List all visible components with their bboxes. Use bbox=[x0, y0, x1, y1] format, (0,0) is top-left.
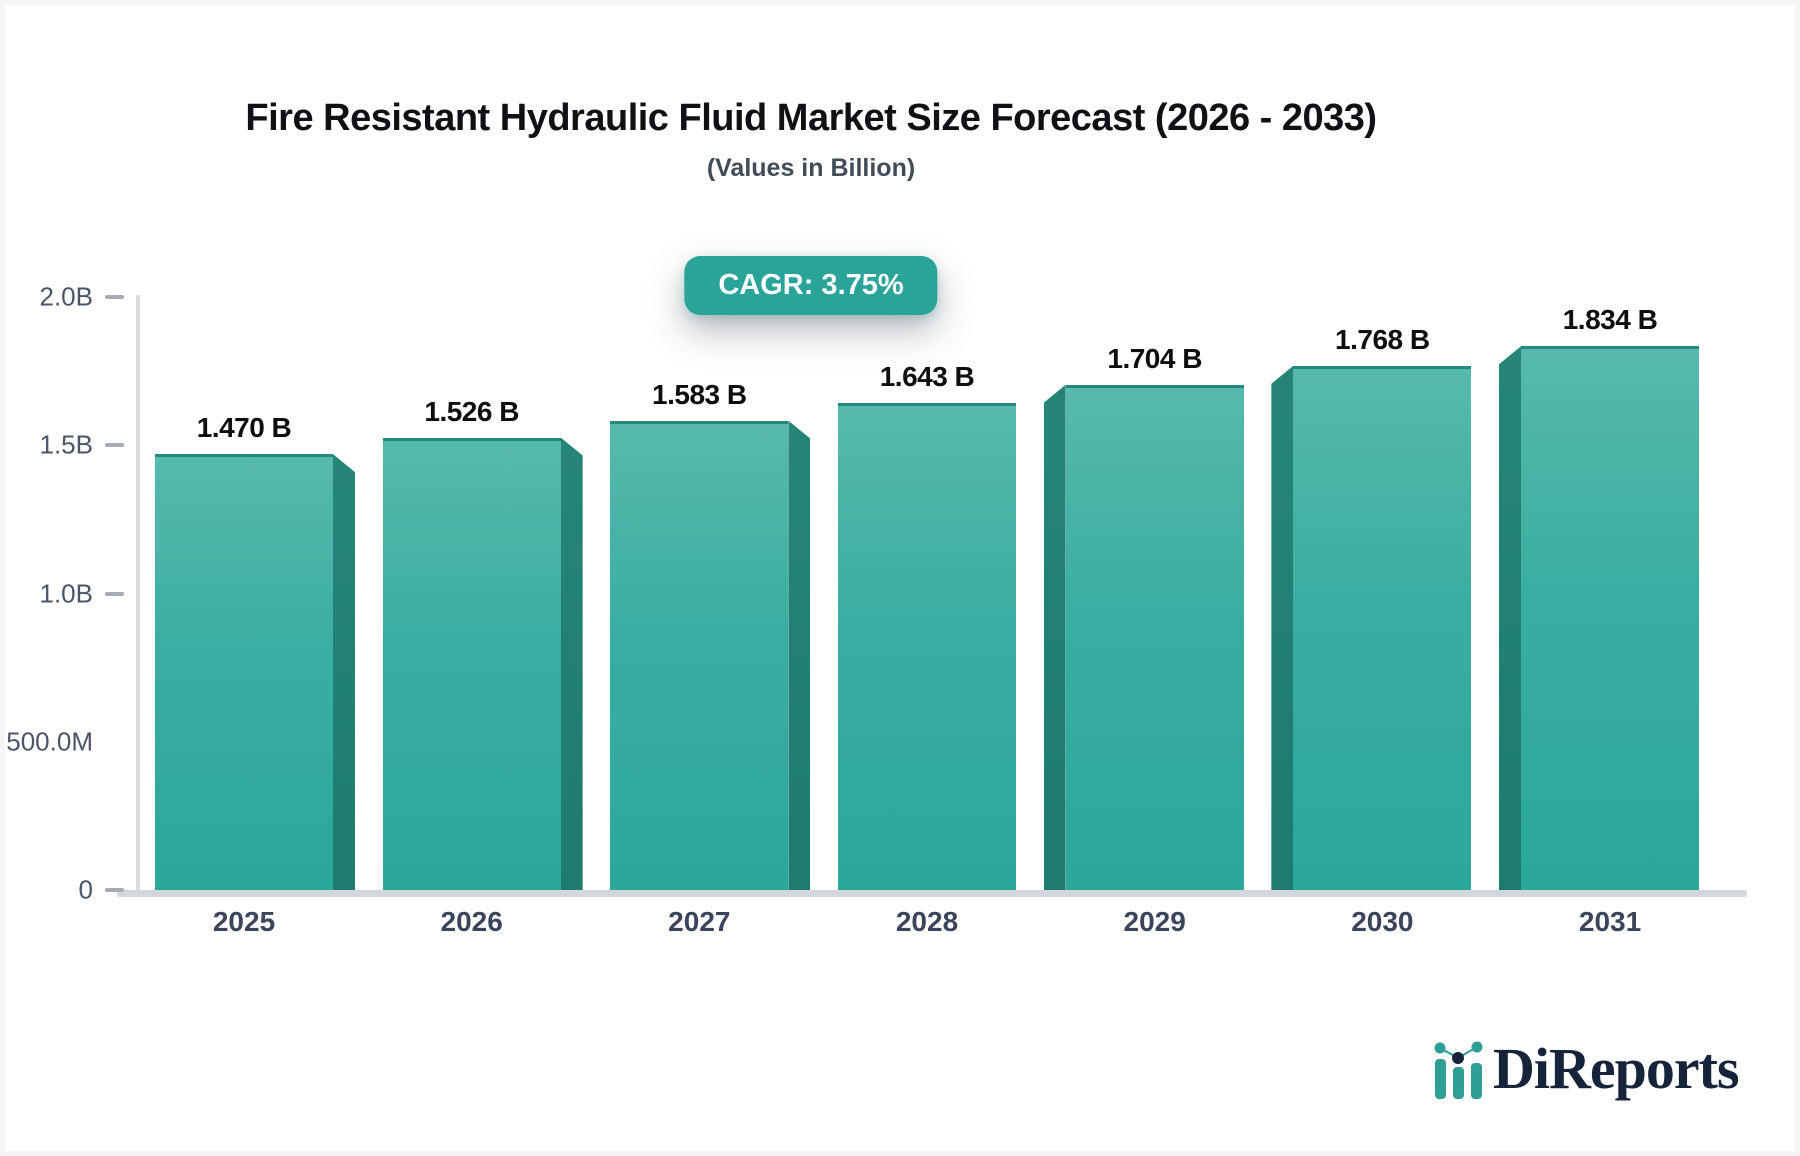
bar-value-label: 1.470 B bbox=[196, 412, 292, 444]
y-axis-tick-label: 0 bbox=[78, 874, 93, 905]
bar-2025-side bbox=[333, 454, 355, 890]
bar-value-label: 1.526 B bbox=[424, 395, 519, 427]
y-axis-tick-mark bbox=[105, 888, 124, 892]
page-subtitle: (Values in Billion) bbox=[706, 154, 916, 182]
page-title: Fire Resistant Hydraulic Fluid Market Si… bbox=[245, 97, 1377, 139]
y-axis-tick-label: 2.0B bbox=[39, 281, 94, 312]
y-axis-tick-label: 1.0B bbox=[39, 578, 94, 608]
x-axis-label: 2031 bbox=[1578, 906, 1642, 937]
y-axis-tick-mark bbox=[105, 295, 124, 299]
y-axis-tick-mark bbox=[105, 591, 124, 596]
bar-line-chart-icon bbox=[1434, 1041, 1483, 1099]
y-axis-tick-mark bbox=[105, 443, 124, 448]
bar-2031-side bbox=[1499, 346, 1522, 890]
chart-heading: Fire Resistant Hydraulic Fluid Market Si… bbox=[61, 5, 1561, 183]
bar-2029 bbox=[1065, 384, 1244, 890]
x-axis-label: 2030 bbox=[1351, 906, 1414, 937]
x-axis-label: 2025 bbox=[212, 906, 276, 937]
bar-2030-side bbox=[1271, 365, 1294, 890]
x-axis-label: 2027 bbox=[668, 906, 731, 937]
bar-value-label: 1.768 B bbox=[1335, 323, 1430, 355]
x-axis-label: 2029 bbox=[1123, 906, 1186, 937]
bar-2026 bbox=[382, 437, 561, 890]
bar-value-label: 1.704 B bbox=[1107, 342, 1202, 374]
x-axis-baseline bbox=[117, 890, 1747, 897]
bar-2031 bbox=[1521, 346, 1700, 890]
y-axis-tick-label: 1.5B bbox=[39, 429, 94, 460]
bar-2029-side bbox=[1043, 384, 1066, 890]
bar-2027 bbox=[610, 420, 789, 890]
y-axis-line bbox=[136, 295, 140, 890]
bar-2026-side bbox=[560, 437, 583, 890]
bar-2027-side bbox=[788, 420, 811, 890]
x-axis-label: 2028 bbox=[895, 906, 959, 937]
bar-value-label: 1.583 B bbox=[652, 378, 747, 410]
direports-logo: DiReports bbox=[1433, 1036, 1740, 1101]
bar-2028 bbox=[838, 402, 1016, 890]
bar-2025 bbox=[155, 454, 333, 890]
cagr-badge: CAGR: 3.75% bbox=[684, 256, 938, 315]
bar-value-label: 1.643 B bbox=[879, 360, 975, 392]
bar-2030 bbox=[1293, 365, 1472, 890]
x-axis-label: 2026 bbox=[440, 906, 503, 937]
bar-chart: 2.0B 1.5B 1.0B 500.0M 0 1.470 B 2025 1.526 B 202… bbox=[5, 5, 1795, 1151]
bar-value-label: 1.834 B bbox=[1562, 304, 1658, 336]
y-axis-tick-label: 500.0M bbox=[6, 726, 93, 757]
logo-text: DiReports bbox=[1493, 1036, 1740, 1101]
